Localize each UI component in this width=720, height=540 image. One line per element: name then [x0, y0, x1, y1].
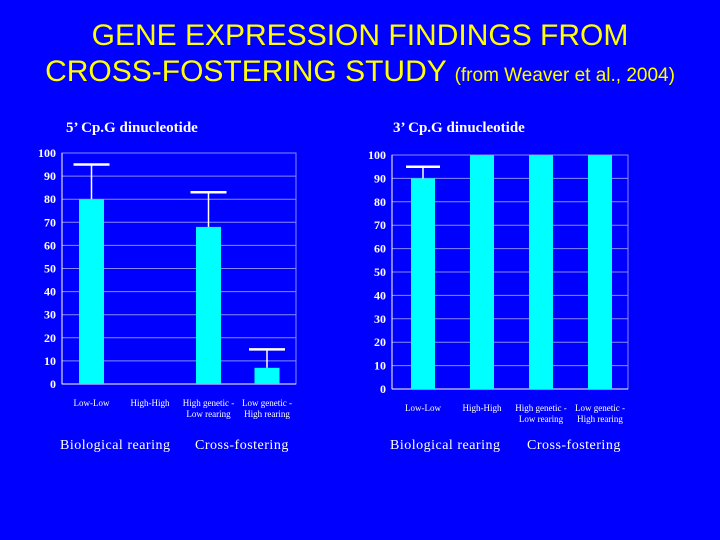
- chart-1-group-label-biological: Biological rearing: [60, 438, 171, 453]
- chart-1-category-label: Low genetic -High rearing: [242, 398, 292, 419]
- chart-1-ytick-label: 50: [44, 262, 56, 276]
- chart-2-bar: [588, 155, 612, 389]
- chart-1-group-label-cross: Cross-fostering: [195, 438, 289, 453]
- chart-2-category-label: Low-Low: [405, 403, 441, 413]
- chart-1-bar: [254, 367, 280, 384]
- chart-2-bar: [529, 155, 553, 389]
- chart-1-ytick-label: 20: [44, 331, 56, 345]
- chart-2-ytick-label: 0: [380, 382, 386, 396]
- chart-2-title: 3’ Cp.G dinucleotide: [393, 120, 525, 136]
- title-citation: (from Weaver et al., 2004): [454, 65, 675, 86]
- chart-1-ytick-label: 80: [44, 192, 56, 206]
- chart-1-category-label: High genetic -Low rearing: [183, 398, 234, 419]
- chart-1-ytick-label: 10: [44, 354, 56, 368]
- chart-1-ytick-label: 40: [44, 285, 56, 299]
- chart-2-ytick-label: 90: [374, 171, 386, 185]
- chart-2-category-label: Low genetic -High rearing: [575, 403, 625, 424]
- chart-1-ytick-label: 100: [38, 146, 56, 160]
- chart-1-category-label: Low-Low: [74, 398, 110, 408]
- chart-1-ytick-label: 70: [44, 215, 56, 229]
- chart-2-ytick-label: 50: [374, 265, 386, 279]
- chart-1-ytick-label: 60: [44, 238, 56, 252]
- chart-2-ytick-label: 80: [374, 195, 386, 209]
- chart-2-group-label-cross: Cross-fostering: [527, 438, 621, 453]
- chart-2-ytick-label: 60: [374, 242, 386, 256]
- chart-1-ytick-label: 30: [44, 308, 56, 322]
- chart-2-bar: [470, 155, 494, 389]
- chart-2-category-label: High genetic -Low rearing: [515, 403, 566, 424]
- chart-1-category-label: High-High: [131, 398, 170, 408]
- chart-1-ytick-label: 90: [44, 169, 56, 183]
- chart-1-bar: [196, 226, 221, 384]
- chart-1-title: 5’ Cp.G dinucleotide: [66, 120, 198, 136]
- title-line-2: CROSS-FOSTERING STUDY (from Weaver et al…: [0, 54, 720, 94]
- chart-2-group-label-biological: Biological rearing: [390, 438, 501, 453]
- chart-2-ytick-label: 100: [368, 148, 386, 162]
- chart-1-bar: [79, 199, 104, 384]
- chart-2-ytick-label: 20: [374, 335, 386, 349]
- chart-1-ytick-label: 0: [50, 377, 56, 391]
- chart-2-category-label: High-High: [463, 403, 502, 413]
- slide-title: GENE EXPRESSION FINDINGS FROM CROSS-FOST…: [0, 18, 720, 94]
- chart-2-ytick-label: 70: [374, 218, 386, 232]
- title-line-1: GENE EXPRESSION FINDINGS FROM: [91, 19, 629, 52]
- chart-2-ytick-label: 10: [374, 359, 386, 373]
- chart-2-bar: [411, 178, 435, 389]
- chart-2-ytick-label: 40: [374, 288, 386, 302]
- chart-2-ytick-label: 30: [374, 312, 386, 326]
- title-main: CROSS-FOSTERING STUDY: [45, 55, 447, 88]
